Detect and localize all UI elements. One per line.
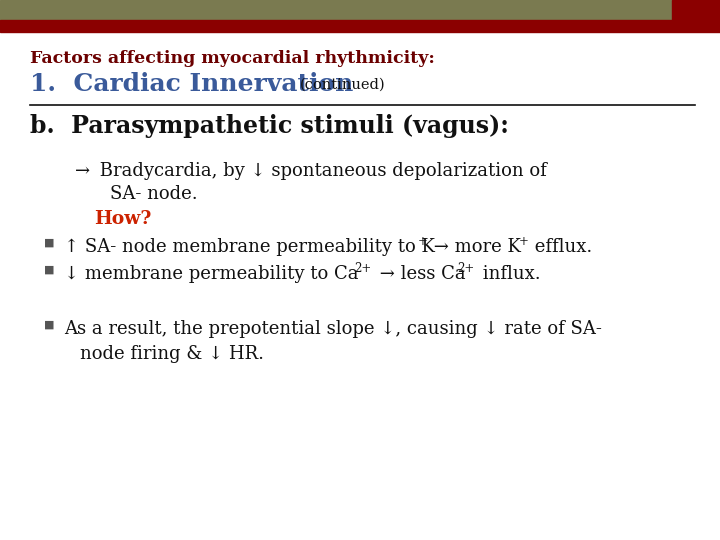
Text: → more K: → more K — [428, 238, 521, 256]
Bar — [672, 0, 720, 28]
Bar — [0, 0, 672, 28]
Text: → less Ca: → less Ca — [374, 265, 466, 283]
Text: ■: ■ — [44, 265, 55, 275]
Text: →: → — [75, 162, 90, 180]
Text: ■: ■ — [44, 320, 55, 330]
Text: influx.: influx. — [477, 265, 541, 283]
Text: As a result, the prepotential slope ↓, causing ↓ rate of SA-: As a result, the prepotential slope ↓, c… — [64, 320, 602, 338]
Text: 1.  Cardiac Innervation: 1. Cardiac Innervation — [30, 72, 354, 96]
Text: How?: How? — [94, 210, 151, 228]
Text: Factors affecting myocardial rhythmicity:: Factors affecting myocardial rhythmicity… — [30, 50, 435, 67]
Text: +: + — [519, 235, 529, 248]
Text: Bradycardia, by ↓ spontaneous depolarization of: Bradycardia, by ↓ spontaneous depolariza… — [94, 162, 546, 180]
Text: b.  Parasympathetic stimuli (vagus):: b. Parasympathetic stimuli (vagus): — [30, 114, 509, 138]
Text: ↑ SA- node membrane permeability to K: ↑ SA- node membrane permeability to K — [64, 238, 435, 256]
Text: 2+: 2+ — [457, 262, 474, 275]
Text: efflux.: efflux. — [529, 238, 593, 256]
Bar — [0, 20, 720, 32]
Text: (continued): (continued) — [300, 78, 386, 92]
Text: +: + — [418, 235, 428, 248]
Text: 2+: 2+ — [354, 262, 372, 275]
Text: ↓ membrane permeability to Ca: ↓ membrane permeability to Ca — [64, 265, 359, 283]
Text: SA- node.: SA- node. — [110, 185, 197, 203]
Text: node firing & ↓ HR.: node firing & ↓ HR. — [80, 345, 264, 363]
Text: ■: ■ — [44, 238, 55, 248]
